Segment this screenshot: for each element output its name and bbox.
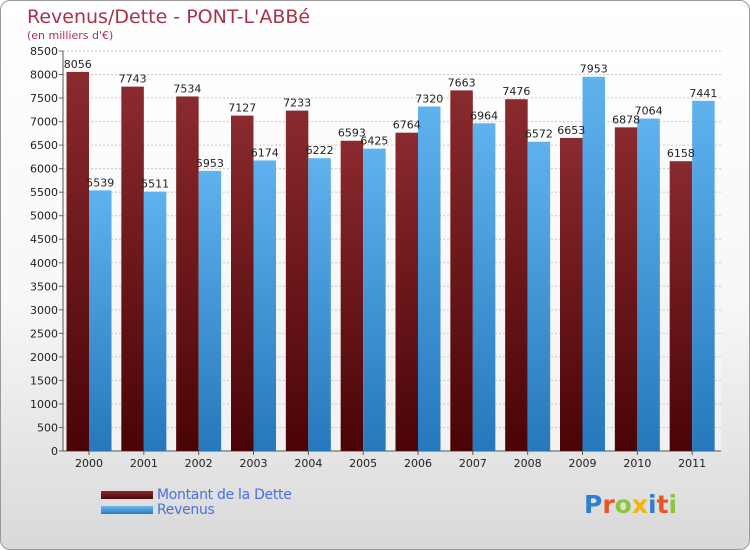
data-label: 7233 [283, 97, 311, 110]
data-label: 7441 [689, 87, 717, 100]
bar-revenus [308, 158, 331, 451]
data-label: 6425 [360, 135, 388, 148]
y-tick-label: 0 [51, 445, 58, 458]
data-label: 7320 [415, 93, 443, 106]
y-tick-label: 3500 [30, 280, 58, 293]
proxiti-logo: Proxiti [584, 490, 677, 519]
bar-dette [285, 110, 309, 451]
logo-letter: o [614, 490, 632, 519]
x-tick-label: 2009 [569, 457, 597, 470]
data-label: 7663 [448, 76, 476, 89]
chart-subtitle: (en milliers d'€) [27, 29, 114, 42]
data-label: 6593 [338, 127, 366, 140]
legend-item-revenus: Revenus [101, 501, 292, 518]
plot-area [63, 51, 721, 451]
y-tick-label: 4500 [30, 233, 58, 246]
bar-revenus [637, 118, 660, 451]
legend-label-dette: Montant de la Dette [157, 486, 292, 503]
data-label: 8056 [64, 58, 92, 71]
bar-revenus [527, 141, 551, 451]
logo-letter: P [584, 490, 603, 519]
y-tick-label: 4000 [30, 257, 58, 270]
logo-letter: i [648, 490, 657, 519]
y-tick-label: 6500 [30, 139, 58, 152]
logo-letter: i [668, 490, 678, 519]
bar-dette [340, 140, 364, 451]
bar-dette [614, 127, 638, 452]
logo-letter: x [631, 490, 648, 519]
x-tick-label: 2001 [130, 457, 158, 470]
x-tick-label: 2004 [294, 457, 322, 470]
logo-letter: r [602, 490, 615, 519]
data-label: 6764 [393, 119, 421, 132]
y-tick-label: 2500 [30, 327, 58, 340]
x-tick-label: 2006 [404, 457, 432, 470]
y-tick-label: 7500 [30, 92, 58, 105]
x-tick-label: 2003 [240, 457, 268, 470]
bar-dette [669, 161, 693, 451]
x-tick-label: 2010 [623, 457, 651, 470]
data-label: 5539 [86, 176, 114, 189]
bar-revenus [89, 190, 112, 451]
legend-swatch-dette [101, 490, 153, 499]
bar-dette [505, 99, 528, 451]
bar-dette [66, 71, 89, 452]
bar-revenus [253, 160, 276, 452]
bar-dette [121, 86, 144, 451]
y-tick-label: 1000 [30, 398, 58, 411]
x-tick-label: 2002 [185, 457, 213, 470]
bar-dette [176, 96, 199, 451]
legend-label-revenus: Revenus [157, 501, 215, 518]
data-label: 7476 [502, 85, 530, 98]
legend: Montant de la Dette Revenus [101, 486, 292, 518]
data-label: 6222 [306, 144, 334, 157]
bar-revenus [198, 170, 222, 451]
data-label: 7127 [228, 102, 256, 115]
y-tick-label: 2000 [30, 351, 58, 364]
x-tick-label: 2011 [678, 457, 706, 470]
bar-revenus [692, 100, 715, 451]
bar-revenus [418, 106, 441, 451]
y-tick-label: 5500 [30, 186, 58, 199]
chart-title: Revenus/Dette - PONT-L'ABBé [27, 6, 311, 28]
data-label: 6653 [557, 124, 585, 137]
bar-revenus [143, 191, 167, 452]
logo-letter: t [656, 490, 669, 519]
x-tick-label: 2007 [459, 457, 487, 470]
y-tick-label: 1500 [30, 374, 58, 387]
x-tick-label: 2005 [349, 457, 377, 470]
legend-swatch-revenus [101, 505, 153, 514]
x-tick-label: 2008 [514, 457, 542, 470]
data-label: 5511 [141, 178, 169, 191]
data-label: 7534 [173, 82, 201, 95]
data-label: 6174 [251, 146, 279, 159]
bar-revenus [582, 76, 605, 451]
data-label: 6878 [612, 113, 640, 126]
data-label: 7743 [119, 73, 147, 86]
data-label: 7953 [580, 63, 608, 76]
y-tick-label: 500 [37, 421, 58, 434]
bar-dette [231, 115, 254, 452]
data-label: 6572 [525, 128, 553, 141]
data-label: 5953 [196, 157, 224, 170]
y-tick-label: 7000 [30, 116, 58, 129]
data-label: 6964 [470, 109, 498, 122]
bar-revenus [472, 123, 496, 452]
x-tick-label: 2000 [75, 457, 103, 470]
bar-revenus [363, 148, 386, 451]
bar-dette [395, 132, 418, 451]
y-tick-label: 8000 [30, 69, 58, 82]
y-tick-label: 5000 [30, 210, 58, 223]
y-tick-label: 8500 [30, 45, 58, 58]
bar-dette [560, 137, 583, 451]
legend-item-dette: Montant de la Dette [101, 486, 292, 503]
y-tick-label: 3000 [30, 304, 58, 317]
data-label: 6158 [667, 147, 695, 160]
data-label: 7064 [635, 105, 663, 118]
bar-dette [450, 90, 473, 451]
y-tick-label: 6000 [30, 163, 58, 176]
